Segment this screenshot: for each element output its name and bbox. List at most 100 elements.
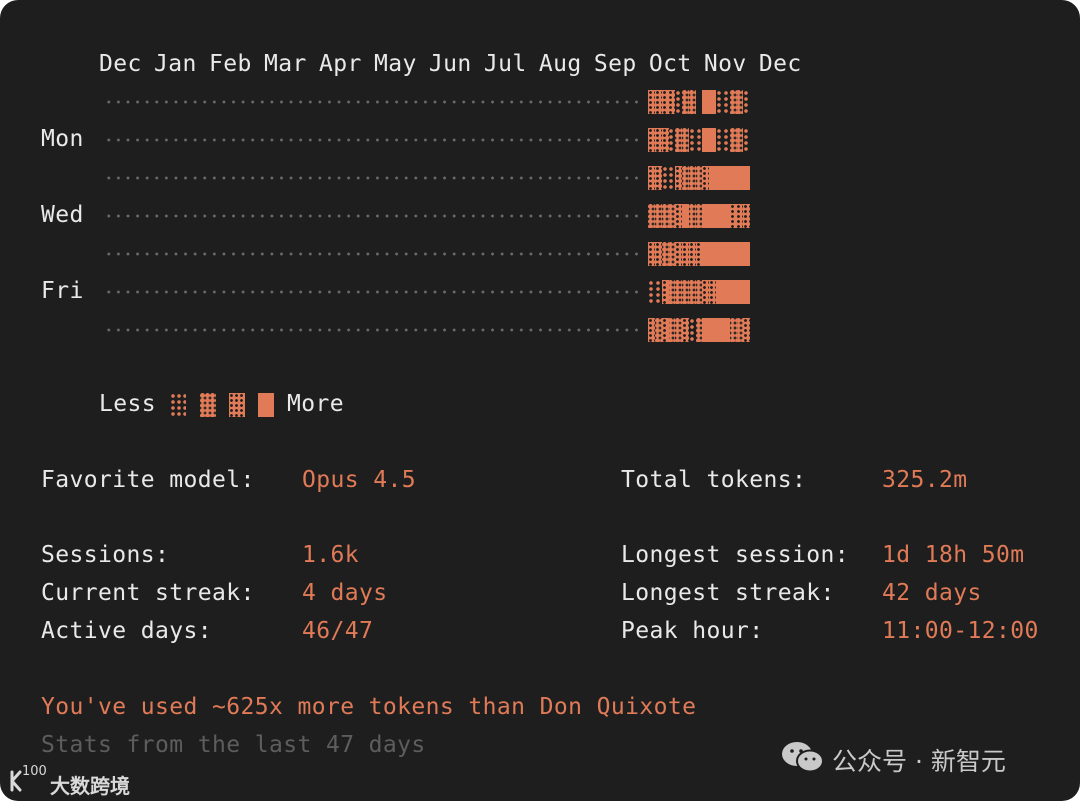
wechat-icon — [782, 742, 824, 773]
heatmap-empty-dots — [104, 328, 644, 332]
heatmap-cell — [668, 90, 676, 114]
heatmap-cell — [661, 128, 669, 152]
heatmap-cell — [661, 204, 669, 228]
heatmap-cell — [675, 90, 683, 114]
heatmap-cell — [702, 318, 710, 342]
heatmap-cell — [709, 280, 717, 304]
heatmap-cell — [668, 242, 676, 266]
active-days-value: 46/47 — [302, 618, 374, 644]
heatmap-cell — [695, 318, 703, 342]
heatmap-cell — [702, 166, 710, 190]
logo-text: 大数跨境 — [50, 774, 130, 798]
heatmap-cell — [736, 318, 744, 342]
heatmap-cell — [661, 242, 669, 266]
heatmap-cell — [743, 90, 751, 114]
heatmap-cell — [654, 280, 662, 304]
heatmap-cell — [661, 166, 669, 190]
heatmap-cell — [736, 128, 744, 152]
heatmap-cell — [654, 90, 662, 114]
active-days-label: Active days: — [41, 618, 212, 644]
longest-streak-label: Longest streak: — [621, 580, 835, 606]
heatmap-cell — [702, 90, 710, 114]
peak-hour-value: 11:00-12:00 — [882, 618, 1039, 644]
heatmap-cell — [716, 166, 724, 190]
right-watermark: 公众号 · 新智元 — [780, 738, 1060, 778]
heatmap-cell — [695, 204, 703, 228]
total-tokens-label: Total tokens: — [621, 467, 807, 493]
heatmap-empty-dots — [104, 214, 644, 218]
heatmap-cell — [668, 128, 676, 152]
heatmap-cell — [682, 204, 690, 228]
heatmap-cell — [688, 204, 696, 228]
heatmap-empty-dots — [104, 138, 644, 142]
heatmap-cell — [716, 318, 724, 342]
legend-more-label: More — [287, 391, 344, 417]
day-label-wed: Wed — [41, 202, 84, 228]
heatmap-cell — [729, 280, 737, 304]
heatmap-cell — [702, 280, 710, 304]
heatmap-cell — [716, 204, 724, 228]
heatmap-cell — [682, 166, 690, 190]
heatmap-cell — [682, 128, 690, 152]
longest-session-value: 1d 18h 50m — [882, 542, 1025, 568]
heatmap-cell — [722, 242, 730, 266]
heatmap-cell — [709, 318, 717, 342]
heatmap-cell — [695, 242, 703, 266]
heatmap-empty-dots — [104, 290, 644, 294]
heatmap-cell — [722, 318, 730, 342]
heatmap-cell — [675, 280, 683, 304]
heatmap-cell — [688, 242, 696, 266]
heatmap-cell — [661, 318, 669, 342]
day-label-mon: Mon — [41, 126, 84, 152]
current-streak-value: 4 days — [302, 580, 388, 606]
heatmap-cell — [743, 128, 751, 152]
stats-range-line: Stats from the last 47 days — [41, 732, 426, 758]
heatmap-cell — [668, 280, 676, 304]
heatmap-cell — [648, 242, 656, 266]
heatmap-cell — [648, 318, 656, 342]
legend-less-label: Less — [99, 391, 156, 417]
heatmap-cell — [668, 204, 676, 228]
heatmap-month-labels: Dec Jan Feb Mar Apr May Jun Jul Aug Sep … — [99, 51, 802, 77]
heatmap-cell — [688, 318, 696, 342]
fun-fact-line: You've used ~625x more tokens than Don Q… — [41, 694, 697, 720]
peak-hour-label: Peak hour: — [621, 618, 764, 644]
heatmap-cell — [688, 90, 696, 114]
heatmap-cell — [648, 204, 656, 228]
heatmap-cell — [709, 242, 717, 266]
heatmap-cell — [695, 280, 703, 304]
heatmap-cell — [661, 280, 669, 304]
heatmap-cell — [702, 128, 710, 152]
heatmap-cell — [736, 90, 744, 114]
heatmap-cell — [702, 242, 710, 266]
logo-mark-icon — [10, 770, 22, 792]
heatmap-cell — [722, 204, 730, 228]
heatmap-cell — [743, 318, 751, 342]
heatmap-cell — [695, 128, 703, 152]
heatmap-empty-dots — [104, 100, 644, 104]
heatmap-cell — [675, 128, 683, 152]
heatmap-cell — [648, 128, 656, 152]
heatmap-cell — [688, 128, 696, 152]
total-tokens-value: 325.2m — [882, 467, 968, 493]
heatmap-cell — [648, 280, 656, 304]
heatmap-cell — [675, 166, 683, 190]
heatmap-cell — [675, 318, 683, 342]
heatmap-cell — [736, 166, 744, 190]
heatmap-cell — [654, 318, 662, 342]
heatmap-empty-dots — [104, 176, 644, 180]
heatmap-cell — [729, 318, 737, 342]
heatmap-cell — [654, 204, 662, 228]
heatmap-cell — [682, 90, 690, 114]
heatmap-cell — [736, 204, 744, 228]
left-watermark-logo: 100 大数跨境 — [8, 764, 148, 798]
heatmap-cell — [675, 242, 683, 266]
heatmap-cell — [668, 318, 676, 342]
heatmap-cell — [729, 242, 737, 266]
heatmap-cell — [702, 204, 710, 228]
heatmap-cell — [743, 204, 751, 228]
heatmap-cell — [661, 90, 669, 114]
heatmap-cell — [682, 242, 690, 266]
heatmap-cell — [654, 242, 662, 266]
